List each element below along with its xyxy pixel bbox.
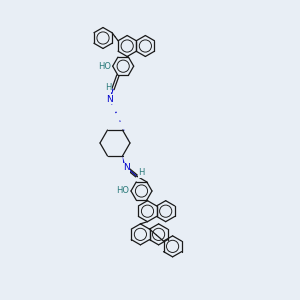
Polygon shape	[122, 156, 125, 166]
Text: H: H	[105, 83, 111, 92]
Text: N: N	[123, 164, 130, 172]
Text: HO: HO	[116, 187, 130, 196]
Text: N: N	[106, 95, 113, 104]
Text: HO: HO	[98, 62, 111, 71]
Text: H: H	[138, 169, 145, 178]
